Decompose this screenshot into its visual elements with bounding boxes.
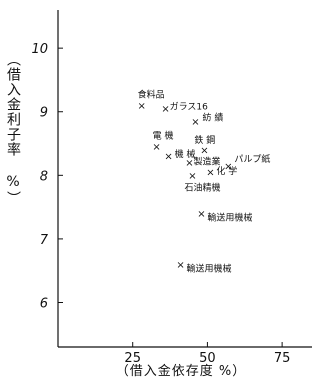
- data-point-label: ガラス16: [170, 102, 209, 113]
- data-point-marker: ×: [224, 161, 232, 172]
- data-point-label: 製造業: [193, 156, 220, 168]
- data-points: ×食料品× ガラス16× 紡 績×電 機× 機 械 ×鉄 鋼×パルプ紙× 製造業× 化 学×…: [137, 88, 270, 274]
- y-tick-label: 9: [40, 106, 48, 121]
- data-point-marker: ×: [185, 158, 193, 169]
- data-point-label: 食料品: [138, 88, 165, 100]
- y-axis-label: （借入金利子率 %）: [5, 52, 21, 206]
- data-point-label: 石油精機: [184, 181, 220, 193]
- data-point-marker: ×: [164, 152, 172, 163]
- tick-marks: 6 7 8 9 10 25 50 75: [31, 42, 290, 366]
- y-tick-label: 7: [40, 233, 49, 248]
- data-point-marker: ×: [200, 145, 208, 156]
- data-point-marker: ×: [197, 209, 205, 220]
- data-point-marker: ×: [137, 101, 145, 112]
- data-point-label: 機 械: [175, 148, 196, 160]
- data-point-marker: ×: [191, 117, 199, 128]
- data-point-label: パルプ紙: [234, 153, 270, 165]
- data-point-label: 輸送用機械: [207, 211, 252, 223]
- y-tick-label: 10: [31, 42, 48, 57]
- data-point-label: 輸送用機械: [187, 262, 232, 274]
- data-point-marker: ×: [206, 168, 214, 179]
- data-point-marker: ×: [161, 104, 169, 115]
- data-point-label: 鉄 鋼: [194, 134, 215, 146]
- data-point-label: 電 機: [153, 130, 174, 142]
- data-point-label: 化 学: [216, 165, 237, 177]
- x-tick-label: 50: [199, 351, 216, 366]
- x-tick-label: 75: [274, 351, 291, 366]
- y-tick-label: 6: [40, 296, 48, 311]
- x-tick-label: 25: [124, 351, 141, 366]
- data-point-label: 紡 績: [202, 111, 223, 123]
- y-tick-label: 8: [40, 169, 48, 184]
- axes: [57, 10, 312, 348]
- x-axis-label: （借入金依存度 %）: [115, 364, 247, 379]
- data-point-marker: ×: [152, 142, 160, 153]
- data-point-marker: ×: [176, 260, 184, 271]
- data-point-marker: ×: [188, 171, 196, 182]
